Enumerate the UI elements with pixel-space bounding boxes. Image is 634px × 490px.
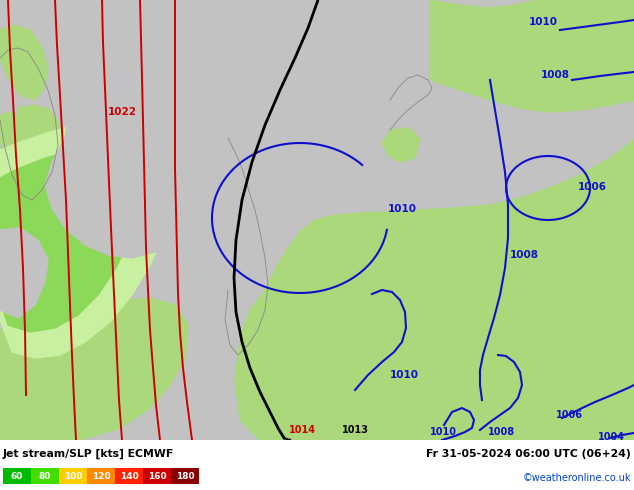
Text: Jet stream/SLP [kts] ECMWF: Jet stream/SLP [kts] ECMWF bbox=[3, 449, 174, 459]
Text: 80: 80 bbox=[39, 471, 51, 481]
Text: 1008: 1008 bbox=[541, 70, 570, 80]
Text: 1010: 1010 bbox=[529, 17, 558, 27]
Polygon shape bbox=[0, 144, 140, 332]
Polygon shape bbox=[0, 116, 178, 358]
Text: 1006: 1006 bbox=[556, 410, 583, 420]
Text: 1008: 1008 bbox=[510, 250, 539, 260]
Text: 1013: 1013 bbox=[342, 425, 368, 435]
Text: 100: 100 bbox=[64, 471, 82, 481]
Bar bbox=[31, 468, 59, 484]
Polygon shape bbox=[430, 0, 634, 112]
Text: Fr 31-05-2024 06:00 UTC (06+24): Fr 31-05-2024 06:00 UTC (06+24) bbox=[426, 449, 631, 459]
Text: 1010: 1010 bbox=[430, 427, 457, 437]
Polygon shape bbox=[0, 298, 188, 440]
Bar bbox=[143, 468, 171, 484]
Bar bbox=[0, 0, 634, 440]
Polygon shape bbox=[35, 190, 72, 232]
Text: 1010: 1010 bbox=[390, 370, 419, 380]
Text: 180: 180 bbox=[176, 471, 194, 481]
Bar bbox=[115, 468, 143, 484]
Text: 160: 160 bbox=[148, 471, 166, 481]
Text: 1010: 1010 bbox=[388, 204, 417, 214]
Bar bbox=[171, 468, 199, 484]
Polygon shape bbox=[235, 140, 634, 440]
Text: 1006: 1006 bbox=[578, 182, 607, 192]
Text: 1004: 1004 bbox=[598, 432, 625, 442]
Text: 1008: 1008 bbox=[488, 427, 515, 437]
Bar bbox=[87, 468, 115, 484]
Bar bbox=[59, 468, 87, 484]
Text: 60: 60 bbox=[11, 471, 23, 481]
Bar bbox=[3, 468, 31, 484]
Text: 140: 140 bbox=[120, 471, 138, 481]
Polygon shape bbox=[15, 105, 62, 180]
Polygon shape bbox=[45, 98, 230, 258]
Text: ©weatheronline.co.uk: ©weatheronline.co.uk bbox=[522, 473, 631, 483]
Bar bbox=[0, 440, 634, 490]
Text: 1014: 1014 bbox=[288, 425, 316, 435]
Polygon shape bbox=[0, 228, 48, 318]
Text: 1022: 1022 bbox=[108, 107, 137, 117]
Polygon shape bbox=[0, 25, 48, 100]
Text: 120: 120 bbox=[92, 471, 110, 481]
Polygon shape bbox=[0, 112, 28, 165]
Polygon shape bbox=[382, 128, 420, 162]
